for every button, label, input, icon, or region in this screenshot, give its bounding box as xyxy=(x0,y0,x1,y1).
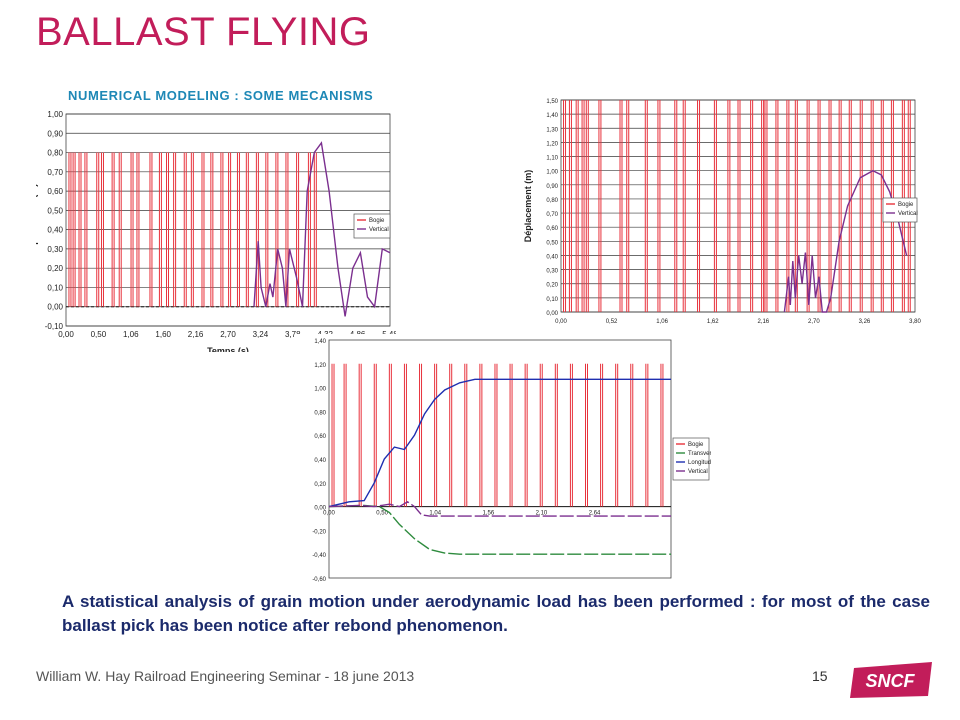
y-axis-title: Déplacement (m) xyxy=(36,184,38,257)
y-tick-label: 0,10 xyxy=(47,283,63,292)
x-tick-label: 0,50 xyxy=(91,330,107,339)
x-tick-label: 1,06 xyxy=(123,330,139,339)
series-line-longitudinal xyxy=(328,378,671,508)
chart-2-svg: 1,50 1,40 1,30 1,20 1,10 1,00 0,90 0,80 0,70 0,60… xyxy=(523,99,921,325)
legend-label: Bogie xyxy=(369,218,385,224)
y-tick-label: 1,00 xyxy=(546,170,558,176)
slide-title: BALLAST FLYING xyxy=(36,10,371,54)
y-tick-label: 0,00 xyxy=(314,506,326,512)
y-tick-label: -0,10 xyxy=(45,322,64,331)
y-tick-label: 1,10 xyxy=(546,156,558,162)
chart-1-svg: 1,00 0,90 0,80 0,70 0,60 0,50 0,40 0,30 0,20 0,10… xyxy=(36,110,396,352)
x-tick-label: 3,80 xyxy=(909,319,921,325)
legend-label: Bogie xyxy=(688,442,704,448)
y-tick-label: 0,60 xyxy=(47,187,63,196)
y-tick-label: 0,80 xyxy=(546,198,558,204)
chart-1-bogie-vertical: 1,00 0,90 0,80 0,70 0,60 0,50 0,40 0,30 0,20 0,10… xyxy=(36,104,396,352)
y-tick-label: 0,30 xyxy=(47,245,63,254)
y-tick-label: 1,20 xyxy=(314,363,326,369)
x-tick-label: 2,70 xyxy=(220,330,236,339)
legend-label: Transversal xyxy=(688,451,711,457)
slide-subtitle: NUMERICAL MODELING : SOME MECANISMS xyxy=(68,88,374,103)
y-tick-label: -0,20 xyxy=(312,529,326,535)
y-tick-label: 0,40 xyxy=(314,458,326,464)
y-tick-label: 0,60 xyxy=(546,226,558,232)
series-line-vertical xyxy=(328,500,671,517)
y-tick-label: 0,90 xyxy=(47,129,63,138)
y-tick-label: 0,70 xyxy=(47,168,63,177)
y-tick-label: 0,80 xyxy=(314,410,326,416)
chart-3-bogie-transversal-longitudinal-vertical: 1,40 1,20 1,00 0,80 0,60 0,40 0,20 0,00 -0,20 -0,… xyxy=(295,334,711,582)
chart-2-bogie-vertical: 1,50 1,40 1,30 1,20 1,10 1,00 0,90 0,80 0,70 0,60… xyxy=(515,92,925,338)
x-tick-label: 3,26 xyxy=(859,319,871,325)
y-tick-label: 0,60 xyxy=(314,434,326,440)
y-tick-label: 1,00 xyxy=(314,387,326,393)
legend-label: Vertical xyxy=(688,469,708,475)
sncf-logo-text: SNCF xyxy=(866,671,916,691)
y-tick-label: 1,20 xyxy=(546,141,558,147)
y-tick-label: 0,30 xyxy=(546,269,558,275)
y-tick-label: 0,20 xyxy=(546,283,558,289)
x-tick-label: 0,00 xyxy=(555,319,567,325)
y-tick-label: 1,40 xyxy=(314,339,326,345)
x-tick-label: 2,16 xyxy=(188,330,204,339)
legend-box xyxy=(882,197,918,223)
x-tick-label: 2,70 xyxy=(808,319,820,325)
legend-label: Bogie xyxy=(898,202,914,208)
x-tick-label: 2,16 xyxy=(757,319,769,325)
legend-label: Vertical xyxy=(369,227,389,233)
y-tick-label: 0,40 xyxy=(47,226,63,235)
x-tick-label: 1,06 xyxy=(656,319,668,325)
y-tick-label: -0,40 xyxy=(312,553,326,559)
x-tick-label: 0,50 xyxy=(376,511,388,517)
y-tick-label: 0,20 xyxy=(47,264,63,273)
sncf-logo: SNCF xyxy=(850,662,932,698)
legend-label: Vertical xyxy=(898,211,918,217)
x-tick-label: 0,00 xyxy=(58,330,74,339)
page-number: 15 xyxy=(812,668,828,684)
y-tick-label: 0,10 xyxy=(546,297,558,303)
y-tick-label: 0,50 xyxy=(47,206,63,215)
plot-area xyxy=(65,113,391,327)
sncf-logo-shape xyxy=(850,662,932,698)
x-tick-label: 2,64 xyxy=(589,511,601,517)
y-tick-label: 0,50 xyxy=(546,240,558,246)
y-tick-label: 1,40 xyxy=(546,113,558,119)
y-tick-label: 0,20 xyxy=(314,482,326,488)
y-tick-label: 0,00 xyxy=(47,303,63,312)
x-tick-label: 1,60 xyxy=(155,330,171,339)
series-line-transversal xyxy=(328,504,671,555)
legend-box xyxy=(353,213,391,239)
y-tick-label: -0,60 xyxy=(312,577,326,582)
x-tick-label: 2,10 xyxy=(536,511,548,517)
footer-text: William W. Hay Railroad Engineering Semi… xyxy=(36,668,415,684)
y-tick-label: 0,90 xyxy=(546,184,558,190)
x-tick-label: 1,62 xyxy=(707,319,719,325)
series-line-vertical xyxy=(783,169,908,313)
plot-area xyxy=(328,339,672,579)
y-tick-label: 0,70 xyxy=(546,212,558,218)
x-tick-label: 3,78 xyxy=(285,330,301,339)
legend-label: Longitudinal xyxy=(688,460,711,466)
x-tick-label: 0,52 xyxy=(606,319,618,325)
y-tick-label: 0,80 xyxy=(47,149,63,158)
y-tick-label: 0,40 xyxy=(546,254,558,260)
series-line-vertical xyxy=(253,141,391,317)
body-text: A statistical analysis of grain motion u… xyxy=(62,592,930,635)
y-tick-label: 1,30 xyxy=(546,127,558,133)
x-tick-label: 3,24 xyxy=(253,330,269,339)
y-tick-label: 1,00 xyxy=(47,110,63,119)
chart-3-svg: 1,40 1,20 1,00 0,80 0,60 0,40 0,20 0,00 -0,20 -0,… xyxy=(312,339,711,582)
y-tick-label: 0,00 xyxy=(546,311,558,317)
legend-box xyxy=(672,437,710,481)
x-tick-label: 1,04 xyxy=(429,511,441,517)
y-axis-title: Déplacement (m) xyxy=(523,170,533,243)
x-tick-label: 1,56 xyxy=(482,511,494,517)
x-tick-label: 0,00 xyxy=(323,511,335,517)
x-axis-title: Temps (s) xyxy=(207,346,249,352)
y-tick-label: 1,50 xyxy=(546,99,558,105)
